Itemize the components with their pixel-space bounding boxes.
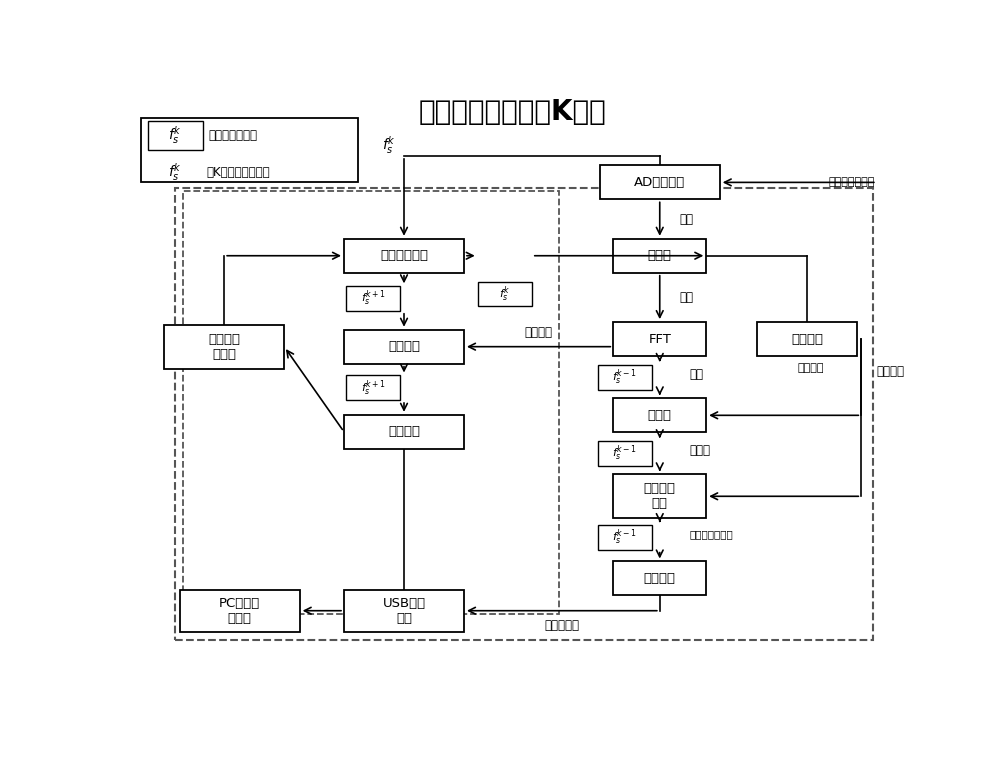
Bar bbox=[344, 330, 464, 363]
Text: $f_s^{k-1}$: $f_s^{k-1}$ bbox=[612, 443, 637, 463]
Text: 采样频率状态量: 采样频率状态量 bbox=[209, 129, 258, 142]
Text: $f_s^{k-1}$: $f_s^{k-1}$ bbox=[612, 527, 637, 547]
Text: 第K周期的采样频率: 第K周期的采样频率 bbox=[206, 166, 270, 179]
Text: $f_s^{k-1}$: $f_s^{k-1}$ bbox=[612, 367, 637, 387]
Bar bbox=[180, 590, 300, 632]
Text: FFT: FFT bbox=[648, 332, 671, 345]
Bar bbox=[478, 281, 532, 306]
Text: 信号: 信号 bbox=[679, 213, 693, 226]
Text: PC机接收
与显示: PC机接收 与显示 bbox=[219, 597, 260, 625]
Text: 模拟多普勒信号: 模拟多普勒信号 bbox=[829, 178, 875, 187]
Text: $f_s^k$: $f_s^k$ bbox=[382, 134, 395, 156]
Bar bbox=[757, 322, 857, 356]
Bar bbox=[613, 322, 706, 356]
Text: USB输出
控制: USB输出 控制 bbox=[382, 597, 426, 625]
Text: $f_s^{k+1}$: $f_s^{k+1}$ bbox=[361, 378, 385, 398]
Text: 采样频率产生: 采样频率产生 bbox=[380, 249, 428, 262]
Bar bbox=[140, 118, 358, 182]
Text: 状态信息: 状态信息 bbox=[798, 363, 824, 373]
Text: AD采样电路: AD采样电路 bbox=[634, 176, 685, 189]
Bar bbox=[164, 325, 284, 369]
Bar bbox=[148, 121, 202, 150]
Text: $f_s^k$: $f_s^k$ bbox=[168, 162, 182, 184]
Text: 功率谱峰值序号: 功率谱峰值序号 bbox=[689, 530, 733, 539]
Bar bbox=[175, 188, 873, 640]
Text: 状态信息: 状态信息 bbox=[525, 325, 553, 338]
Text: 状态信息: 状态信息 bbox=[877, 365, 905, 378]
Text: $f_s^k$: $f_s^k$ bbox=[499, 284, 510, 304]
Text: 频率解算: 频率解算 bbox=[791, 332, 823, 345]
Bar bbox=[598, 365, 652, 389]
Bar bbox=[598, 525, 652, 549]
Text: 峰值序号
模块: 峰值序号 模块 bbox=[644, 482, 676, 511]
Text: 采样频率
自适应: 采样频率 自适应 bbox=[208, 333, 240, 360]
Bar bbox=[344, 415, 464, 449]
Text: 系数模块: 系数模块 bbox=[644, 572, 676, 585]
Text: 此刻运行周期为第K周期: 此刻运行周期为第K周期 bbox=[419, 98, 606, 126]
Text: 多普勒频率: 多普勒频率 bbox=[544, 619, 579, 632]
Bar bbox=[344, 590, 464, 632]
Text: $f_s^{k+1}$: $f_s^{k+1}$ bbox=[361, 289, 385, 309]
Text: 频率缓存: 频率缓存 bbox=[388, 340, 420, 353]
Bar bbox=[613, 474, 706, 518]
Text: 窗函数: 窗函数 bbox=[648, 249, 672, 262]
Bar bbox=[613, 399, 706, 432]
Text: 频谱: 频谱 bbox=[689, 368, 703, 381]
Bar bbox=[613, 239, 706, 273]
Bar bbox=[346, 287, 400, 311]
Text: 频率反馈: 频率反馈 bbox=[388, 425, 420, 438]
Bar bbox=[346, 376, 400, 400]
Text: $f_s^k$: $f_s^k$ bbox=[168, 124, 182, 146]
Bar bbox=[598, 441, 652, 466]
Text: 信号: 信号 bbox=[679, 291, 693, 304]
Bar bbox=[613, 562, 706, 595]
Bar bbox=[183, 191, 559, 613]
Bar bbox=[344, 239, 464, 273]
Text: 功率谱: 功率谱 bbox=[648, 409, 672, 422]
Text: 功率谱: 功率谱 bbox=[689, 444, 710, 457]
Bar bbox=[600, 165, 720, 200]
